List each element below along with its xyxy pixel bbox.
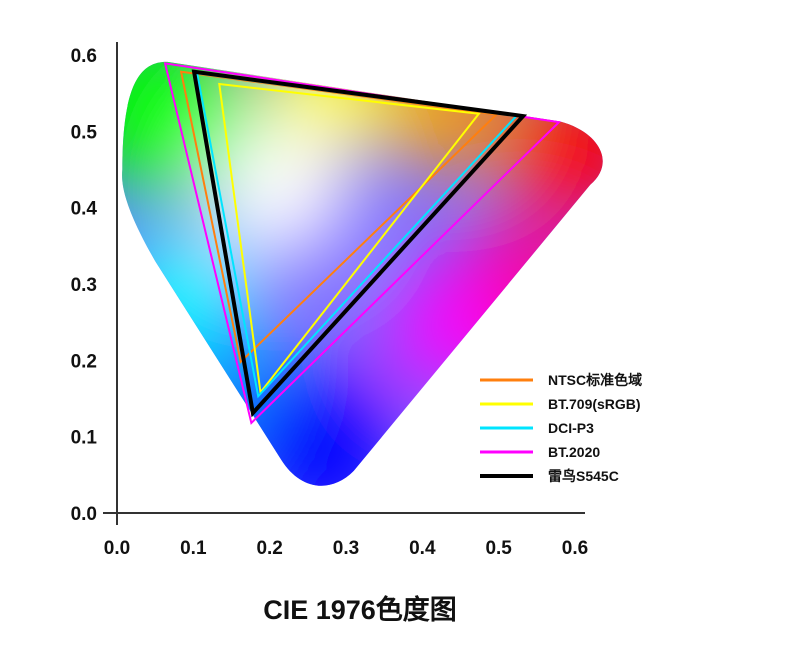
x-tick-label: 0.2 xyxy=(256,538,282,559)
x-tick-labels: 0.0 0.1 0.2 0.3 0.4 0.5 0.6 xyxy=(104,538,588,559)
y-tick-label: 0.3 xyxy=(71,275,97,296)
y-tick-label: 0.2 xyxy=(71,351,97,372)
x-tick-label: 0.1 xyxy=(180,538,207,559)
chart-title: CIE 1976色度图 xyxy=(263,595,457,625)
legend-label: 雷鸟S545C xyxy=(548,468,619,484)
legend-label: DCI-P3 xyxy=(548,420,594,436)
y-tick-label: 0.0 xyxy=(71,504,97,525)
x-tick-label: 0.6 xyxy=(562,538,588,559)
y-tick-label: 0.5 xyxy=(71,122,98,143)
legend: NTSC标准色域 BT.709(sRGB) DCI-P3 BT.2020 雷鸟S545C xyxy=(480,372,642,484)
y-tick-label: 0.1 xyxy=(71,428,98,449)
y-tick-label: 0.4 xyxy=(71,199,98,220)
y-tick-labels: 0.0 0.1 0.2 0.3 0.4 0.5 0.6 xyxy=(71,46,98,525)
legend-label: BT.709(sRGB) xyxy=(548,396,641,412)
legend-label: BT.2020 xyxy=(548,444,600,460)
x-tick-label: 0.3 xyxy=(333,538,359,559)
y-tick-label: 0.6 xyxy=(71,46,97,67)
gamut-triangles xyxy=(163,62,562,425)
x-tick-label: 0.4 xyxy=(409,538,436,559)
legend-label: NTSC标准色域 xyxy=(548,372,642,388)
x-tick-label: 0.5 xyxy=(485,538,512,559)
gamut-triangle xyxy=(191,69,528,418)
axes xyxy=(103,42,585,525)
gamut-triangle xyxy=(218,82,481,395)
x-tick-label: 0.0 xyxy=(104,538,130,559)
